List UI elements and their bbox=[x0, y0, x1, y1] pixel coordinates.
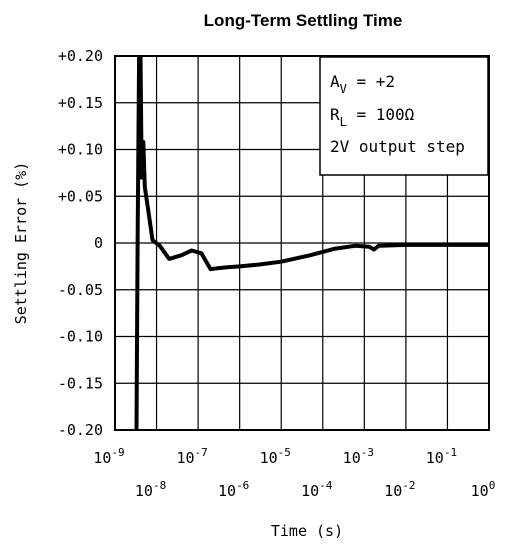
x-tick-label: 100 bbox=[471, 479, 496, 500]
x-tick-label: 10-2 bbox=[384, 479, 415, 500]
y-tick-label: +0.10 bbox=[58, 141, 103, 159]
x-tick-label: 10-1 bbox=[426, 446, 457, 467]
settling-error-line bbox=[134, 56, 489, 430]
y-tick-label: -0.15 bbox=[58, 374, 103, 392]
x-tick-label: 10-7 bbox=[176, 446, 207, 467]
annotation-line: AV = +2 bbox=[330, 72, 395, 96]
y-tick-label: -0.05 bbox=[58, 281, 103, 299]
x-tick-labels: 10-9 10-7 10-5 10-3 10-1 10-8 10-6 10-4 10-2 100 bbox=[93, 446, 495, 500]
annotation-line: RL = 100Ω bbox=[330, 105, 415, 129]
x-tick-label: 10-6 bbox=[218, 479, 249, 500]
y-tick-label: +0.15 bbox=[58, 94, 103, 112]
x-tick-label: 10-8 bbox=[135, 479, 166, 500]
x-axis-label: Time (s) bbox=[271, 522, 343, 540]
annotation-line: 2V output step bbox=[330, 137, 465, 156]
x-tick-label: 10-4 bbox=[301, 479, 333, 500]
y-tick-label: -0.20 bbox=[58, 421, 103, 439]
x-tick-label: 10-5 bbox=[260, 446, 291, 467]
x-tick-label: 10-9 bbox=[93, 446, 124, 467]
annotation-box bbox=[319, 56, 489, 176]
chart-title: Long-Term Settling Time bbox=[204, 11, 403, 30]
annotation-text: AV = +2 RL = 100Ω 2V output step bbox=[330, 72, 465, 156]
y-tick-labels: +0.20 +0.15 +0.10 +0.05 0 -0.05 -0.10 -0.15 -0.2… bbox=[58, 47, 103, 439]
y-tick-label: +0.05 bbox=[58, 187, 103, 205]
y-axis-label: Settling Error (%) bbox=[12, 162, 30, 325]
y-tick-label: 0 bbox=[94, 234, 103, 252]
x-tick-label: 10-3 bbox=[343, 446, 374, 467]
y-tick-label: -0.10 bbox=[58, 328, 103, 346]
y-tick-label: +0.20 bbox=[58, 47, 103, 65]
